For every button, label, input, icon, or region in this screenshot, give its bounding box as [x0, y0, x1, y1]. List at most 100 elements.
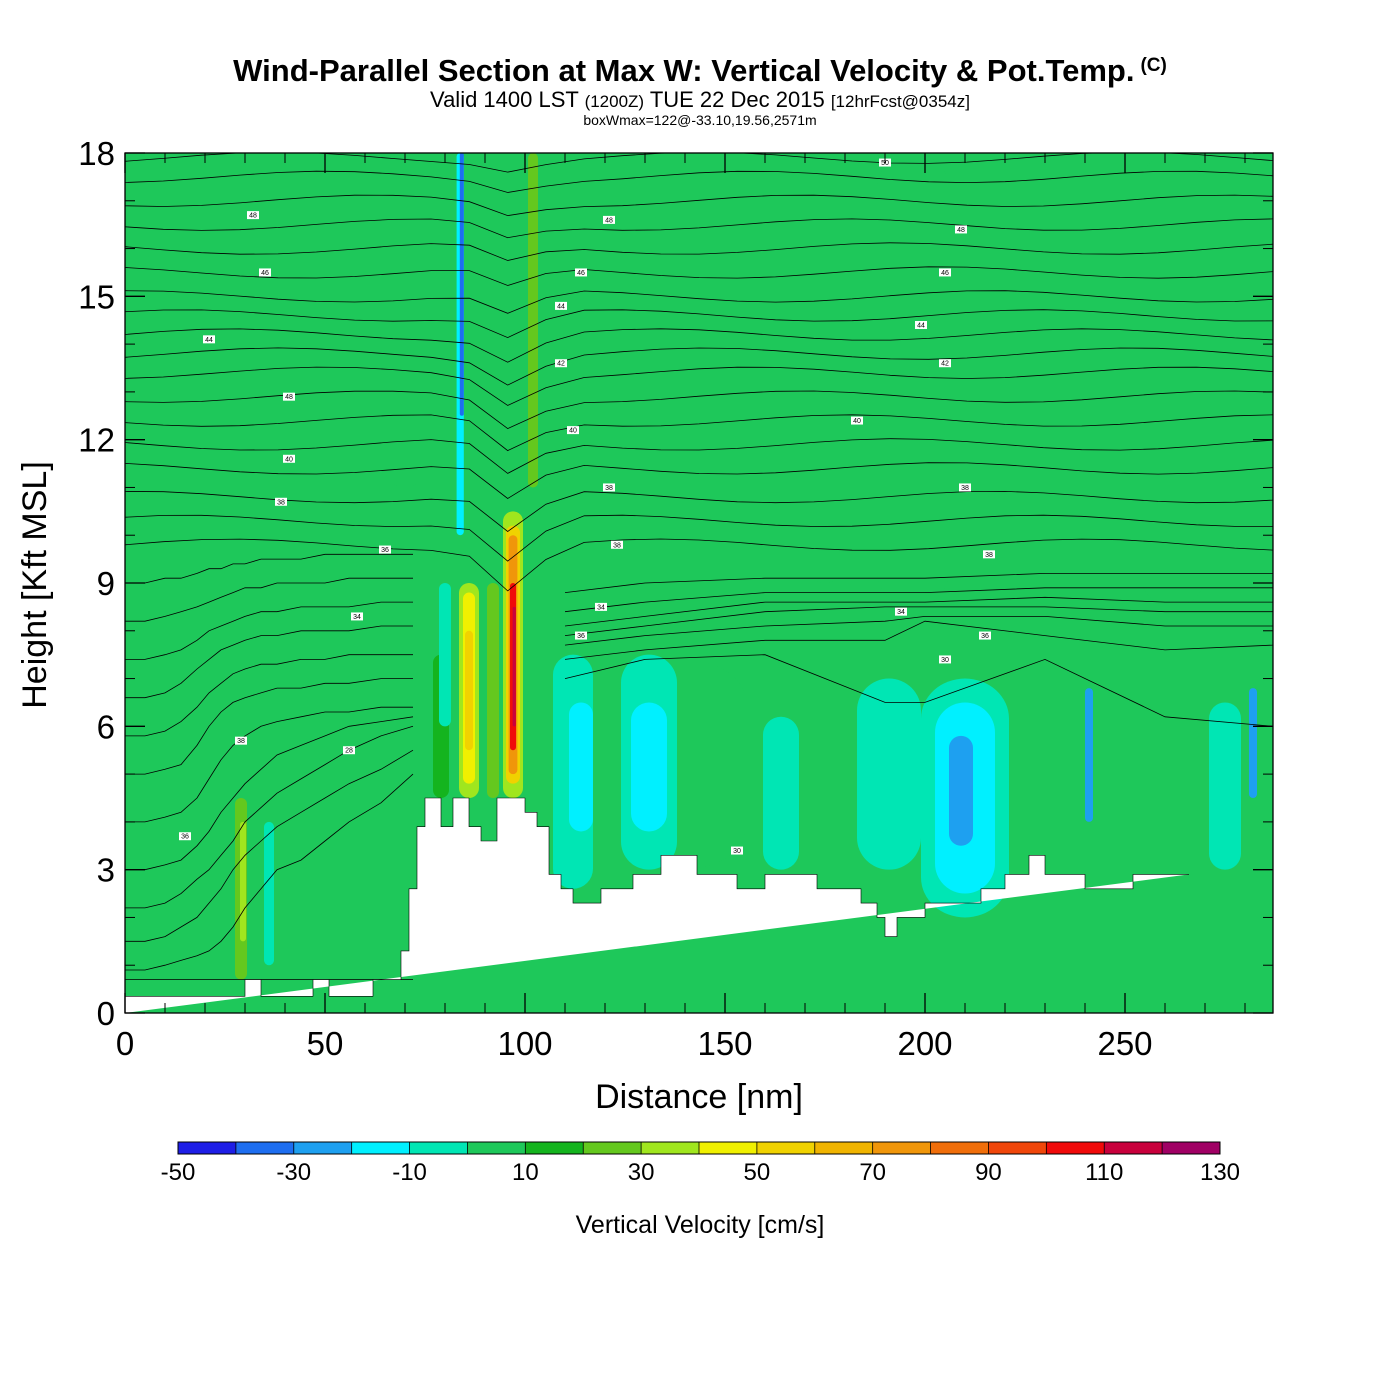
contour-label: 34	[895, 607, 907, 616]
theta-contour	[125, 773, 414, 971]
theta-contour	[125, 266, 1273, 286]
contour-label-box	[915, 321, 927, 329]
contour-label-box	[351, 612, 363, 621]
colorbar-swatch	[178, 1142, 237, 1154]
velocity-cell	[1017, 153, 1073, 583]
x-tick-label: 200	[897, 1025, 952, 1062]
velocity-cell	[297, 153, 353, 560]
velocity-cell	[459, 153, 464, 416]
contour-label: 28	[343, 746, 355, 755]
contour-label-text: 34	[353, 614, 361, 621]
colorbar-swatch	[814, 1142, 874, 1154]
contour-label-box	[179, 832, 191, 841]
chart-title: Wind-Parallel Section at Max W: Vertical…	[233, 53, 1167, 88]
theta-contour	[125, 725, 414, 909]
contour-label-box	[955, 225, 967, 234]
contour-label: 46	[575, 268, 587, 277]
theta-contour	[125, 625, 413, 699]
velocity-cell	[512, 606, 516, 727]
colorbar-swatch	[1104, 1142, 1163, 1154]
colorbar-tick-label: 50	[744, 1159, 771, 1186]
contour-label-text: 38	[237, 738, 245, 745]
contour-label-text: 42	[941, 361, 949, 368]
velocity-cell	[877, 153, 949, 607]
contour-label: 38	[983, 550, 995, 559]
contour-label-box	[575, 631, 587, 640]
theta-contour	[125, 462, 1273, 499]
contour-label: 40	[567, 426, 579, 435]
x-tick-label: 250	[1097, 1025, 1152, 1062]
contour-label: 42	[555, 359, 567, 368]
velocity-cell	[439, 583, 451, 727]
contour-label: 42	[939, 359, 951, 368]
theta-contour	[125, 170, 1273, 193]
colorbar-tick-label: 70	[859, 1159, 886, 1186]
velocity-cell	[949, 735, 973, 846]
theta-contour	[125, 414, 1273, 452]
contour-label-box	[595, 602, 607, 611]
theta-contour	[564, 587, 1273, 613]
contour-label-text: 36	[181, 834, 189, 841]
velocity-cell	[1249, 688, 1257, 798]
y-tick-label: 12	[78, 422, 115, 459]
colorbar-swatch	[583, 1142, 642, 1154]
contour-label-text: 36	[381, 547, 389, 554]
contour-label: 44	[203, 335, 215, 344]
contour-label-box	[939, 268, 951, 277]
contour-label: 48	[955, 225, 967, 234]
theta-contour	[125, 678, 413, 775]
theta-contour	[125, 290, 1273, 314]
contour-label-text: 48	[285, 394, 293, 401]
plot-area: 36 38 28 34 36 38 40 48 44 46 48 36 34 38 38 40 42 44 46 48…	[125, 153, 1273, 1013]
contour-label-text: 34	[597, 604, 605, 611]
contour-label-text: 40	[285, 456, 293, 463]
contour-label: 34	[595, 602, 607, 611]
contour-label-box	[235, 736, 247, 745]
contour-label-box	[567, 426, 579, 435]
contour-label: 38	[603, 483, 615, 492]
colorbar-swatch	[467, 1142, 526, 1154]
theta-contour	[125, 601, 413, 660]
theta-contour	[125, 390, 1273, 430]
contour-label-text: 46	[261, 270, 269, 277]
contour-label-text: 44	[205, 337, 213, 344]
y-tick-label: 18	[78, 135, 115, 172]
contour-label-text: 38	[961, 485, 969, 492]
theta-contour	[125, 538, 1273, 592]
colorbar-tick-label: 130	[1200, 1159, 1240, 1186]
velocity-cell	[1141, 153, 1205, 607]
contour-label: 34	[351, 612, 363, 621]
contour-label-text: 38	[613, 542, 621, 549]
colorbar-tick-label: 110	[1085, 1159, 1123, 1186]
contour-label-text: 38	[277, 499, 285, 506]
y-tick-label: 3	[97, 852, 115, 889]
colorbar-tick-label: 90	[975, 1159, 1002, 1186]
theta-contour	[125, 490, 1273, 532]
colorbar: -50 -30 -10 10 30 50 70 90 110 130 Vertical Veloci…	[161, 1141, 1240, 1239]
contour-label-box	[275, 497, 287, 506]
contour-label: 36	[979, 631, 991, 640]
velocity-cell	[264, 821, 274, 966]
contour-label-box	[283, 454, 295, 463]
contour-label-text: 48	[957, 227, 965, 234]
box-wmax-note: boxWmax=122@-33.10,19.56,2571m	[583, 112, 817, 128]
contour-label: 40	[851, 416, 863, 425]
theta-contour	[125, 218, 1273, 239]
theta-contour	[125, 347, 1273, 386]
theta-contour	[125, 514, 1273, 562]
contour-label-text: 30	[941, 657, 949, 664]
contour-label-box	[555, 301, 567, 310]
x-axis-label: Distance [nm]	[595, 1078, 803, 1116]
contour-label: 48	[283, 392, 295, 401]
theta-contour	[125, 438, 1273, 474]
contour-label-box	[343, 746, 355, 755]
contour-label-box	[603, 215, 615, 224]
chart-subtitle: Valid 1400 LST (1200Z) TUE 22 Dec 2015 […	[430, 87, 970, 112]
contour-label: 38	[275, 497, 287, 506]
contour-label: 48	[603, 215, 615, 224]
velocity-cell	[240, 821, 246, 942]
colorbar-swatch	[699, 1142, 758, 1154]
colorbar-swatch	[235, 1142, 295, 1154]
contour-label-text: 46	[941, 270, 949, 277]
